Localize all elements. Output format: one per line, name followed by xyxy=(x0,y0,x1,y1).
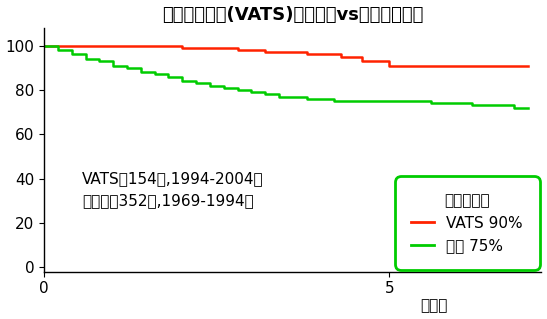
Text: VATS（154例,1994-2004）: VATS（154例,1994-2004） xyxy=(82,171,264,186)
Title: 胸腔鏡補助下(VATS)肺葉切除vs開胸肺葉切除: 胸腔鏡補助下(VATS)肺葉切除vs開胸肺葉切除 xyxy=(162,5,423,24)
Text: 開胸　（352例,1969-1994）: 開胸 （352例,1969-1994） xyxy=(82,193,254,208)
Legend: VATS 90%, 開胸 75%: VATS 90%, 開胸 75% xyxy=(400,182,534,264)
Text: （年）: （年） xyxy=(421,298,448,313)
